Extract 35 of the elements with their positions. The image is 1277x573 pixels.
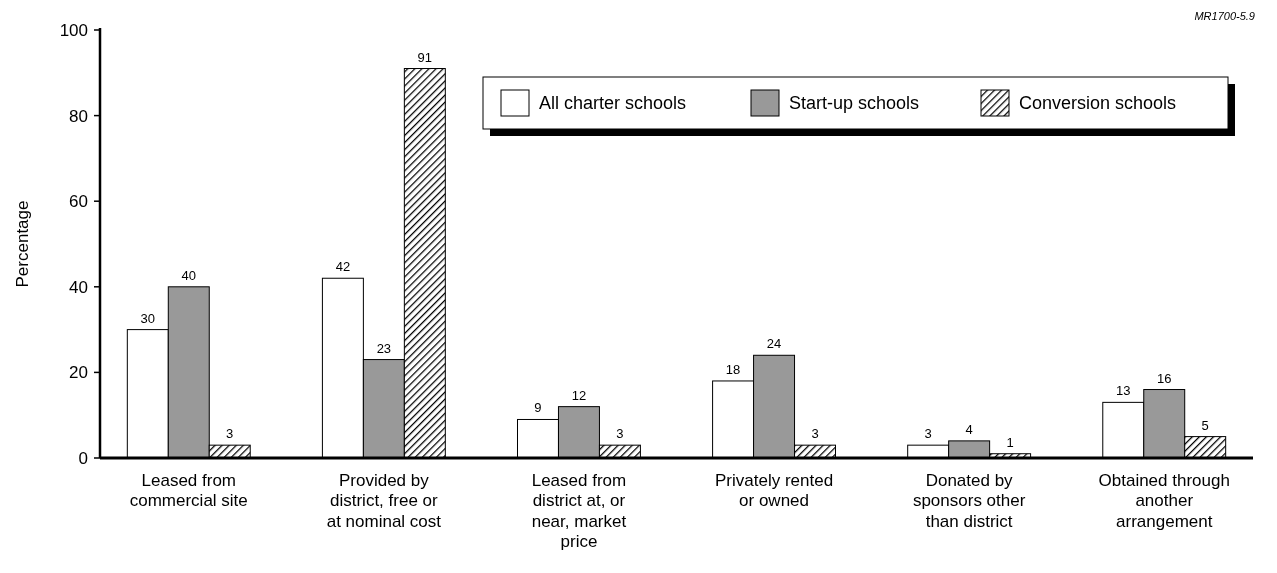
data-label: 23: [376, 340, 392, 356]
data-label: 40: [181, 267, 196, 283]
data-label: 30: [140, 310, 156, 326]
x-tick-label: Leased from district at, or near, market price: [531, 471, 627, 552]
x-tick-label: Privately rented or owned: [714, 471, 834, 511]
data-label: 3: [924, 426, 932, 442]
y-tick-label: 20: [69, 363, 88, 383]
data-label: 91: [417, 49, 433, 65]
y-axis-title: Percentage: [13, 200, 32, 288]
data-label: 1: [1006, 434, 1014, 450]
x-tick-label: Provided by district, free or at nominal cost: [326, 471, 442, 531]
y-tick-label: 100: [59, 20, 88, 40]
y-tick-label: 0: [78, 448, 88, 468]
x-tick-label: Leased from commercial site: [129, 471, 248, 511]
data-label: 42: [335, 259, 351, 275]
data-label: 12: [571, 387, 587, 403]
legend-label: Conversion schools: [1019, 93, 1177, 114]
text: MR1700-5.9: [1194, 10, 1255, 22]
data-label: 24: [766, 336, 782, 352]
data-label: 5: [1201, 417, 1209, 433]
legend-label: Start-up schools: [789, 93, 920, 114]
x-tick-label: Donated by sponsors other than district: [912, 471, 1026, 531]
data-label: 9: [534, 400, 542, 416]
y-tick-label: 60: [69, 192, 88, 212]
data-label: 4: [965, 421, 973, 437]
data-label: 13: [1116, 383, 1131, 399]
legend-label: All charter schools: [539, 93, 687, 114]
x-tick-label: Obtained through another arrangement: [1098, 471, 1230, 531]
data-label: 3: [226, 426, 234, 442]
data-label: 16: [1157, 370, 1172, 386]
y-tick-label: 80: [69, 106, 88, 126]
data-label: 3: [616, 426, 624, 442]
y-tick-label: 40: [69, 277, 88, 297]
data-label: 3: [811, 426, 819, 442]
data-label: 18: [725, 361, 741, 377]
